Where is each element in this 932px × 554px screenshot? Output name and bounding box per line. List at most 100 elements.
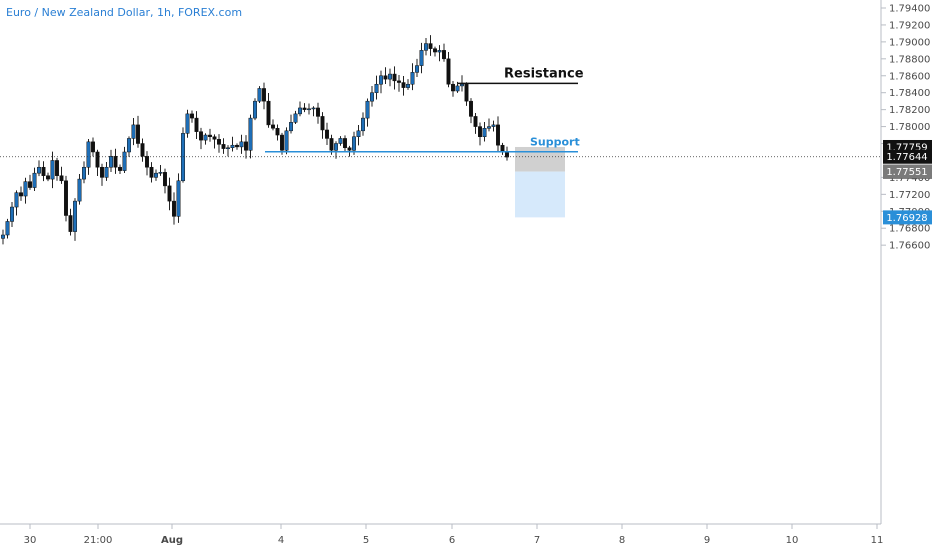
candle-body-up [257,88,262,102]
candle [374,75,379,100]
candle-body-up [37,166,41,174]
candle [77,174,82,205]
candle-body-up [50,160,55,180]
candle [154,169,158,181]
price-tick-label: 1.79000 [889,37,930,48]
candle-body-down [172,200,176,217]
candle [221,138,226,154]
candle [163,168,167,194]
chart-title: Euro / New Zealand Dollar, 1h, FOREX.com [6,6,243,19]
candle-body-up [185,113,190,134]
candle-body-down [347,147,352,151]
candle-body-up [410,72,415,85]
candle [226,145,230,157]
time-tick-label: 7 [534,535,540,546]
candle [320,112,325,139]
candle [500,142,505,155]
candle [325,122,329,146]
price-tick-label: 1.78800 [889,54,930,65]
candle [55,157,59,181]
candle-body-up [356,130,361,137]
candle [415,58,419,78]
candle-body-down [496,124,500,146]
candle-body-up [487,126,491,129]
candle-body-up [437,50,442,53]
candle-body-up [374,83,379,93]
candle [464,82,469,106]
candle-body-down [329,138,334,151]
candle [388,68,392,87]
candle [365,98,370,127]
candle [82,161,86,184]
candle [23,177,28,204]
candle [293,110,298,125]
resistance-label: Resistance [504,66,584,81]
candle [428,35,433,56]
candle [383,67,388,85]
candle-body-down [28,181,32,188]
time-axis: 30 21:00 Aug 4 5 6 7 8 9 10 11 [0,523,883,546]
price-axis: 1.79400 1.79200 1.79000 1.78800 1.78600 1.784… [880,0,930,524]
candle [298,101,302,117]
candle-body-down [401,82,406,88]
candle [41,161,46,182]
candle [257,86,262,104]
time-tick-label: 9 [704,535,710,546]
candle-body-down [118,166,122,171]
candle-body-up [154,172,158,178]
candle [230,136,235,152]
candle-body-up [338,138,343,144]
candle-body-down [46,175,50,180]
candle [95,149,100,176]
candle [473,112,478,134]
candle [131,118,136,146]
candle [185,109,190,138]
candle-body-up [239,141,244,148]
candle [1,229,5,245]
candle-body-up [491,124,496,127]
candle-body-up [289,122,293,132]
time-tick-label: Aug [161,535,183,546]
price-tag-label: 1.76928 [886,213,927,224]
candle [194,111,199,139]
candle-body-down [140,143,145,157]
candle-body-down [383,75,388,80]
candle [266,93,271,128]
price-tag-label: 1.77759 [886,142,927,153]
candle-body-down [199,131,203,141]
time-tick-label: 10 [786,535,799,546]
candle-body-up [131,124,136,139]
candle-body-up [32,172,37,188]
candle-body-up [158,172,163,174]
candle [149,162,154,183]
candle [167,177,172,211]
candle-body-up [455,85,460,92]
price-tick-label: 1.76800 [889,224,930,235]
candle-body-down [433,48,437,53]
candle [334,141,338,159]
candle-body-down [55,160,59,176]
candle-body-down [235,144,239,148]
candle-body-up [104,166,109,178]
candle [37,160,41,177]
candle-body-down [505,151,509,158]
candle-body-down [149,166,154,178]
candle [379,70,383,94]
candle-body-up [176,180,181,217]
candle [406,79,410,90]
candle-body-up [230,144,235,149]
candle [275,124,280,141]
candle [302,103,307,113]
candle [446,51,451,88]
candle [410,63,415,91]
candle-body-down [464,83,469,102]
time-tick-label: 30 [24,535,37,546]
time-tick-label: 6 [449,535,455,546]
candle-body-down [469,100,473,117]
candle [203,133,208,145]
candle-body-up [424,43,428,51]
candle-body-down [473,116,478,127]
